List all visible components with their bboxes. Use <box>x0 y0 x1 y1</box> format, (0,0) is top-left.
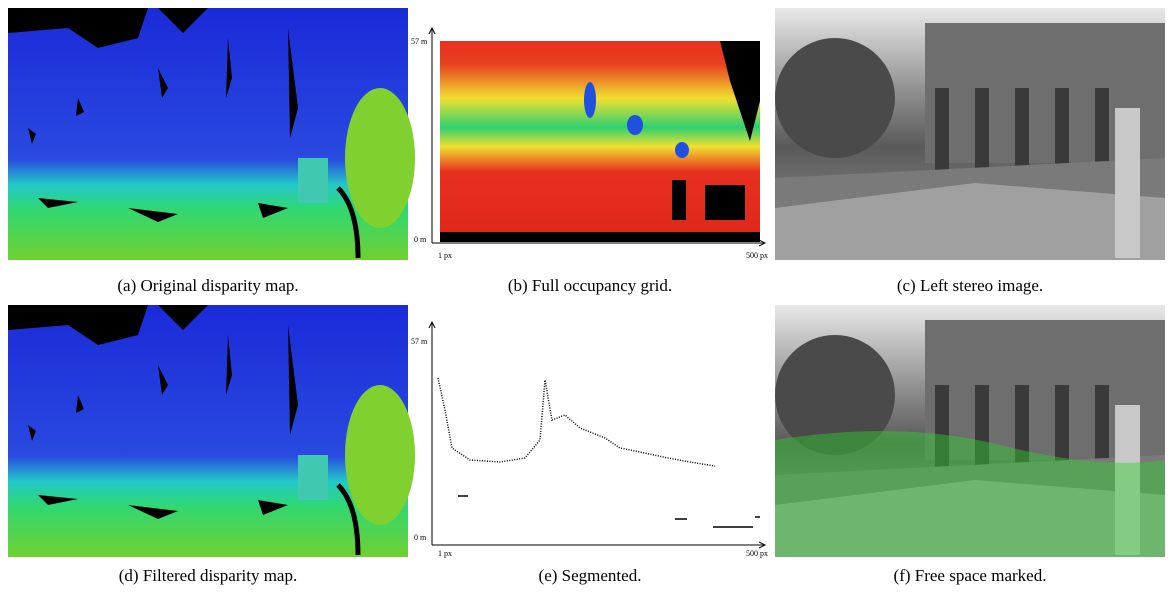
y-bottom-label: 0 m <box>414 235 427 244</box>
panel-b: 57 m 0 m 1 px 500 px (b) Full occupancy … <box>411 26 768 295</box>
segment-line <box>437 377 716 467</box>
blobs <box>584 82 689 158</box>
caption: (f) Free space marked. <box>894 566 1047 585</box>
x-left-label: 1 px <box>438 251 452 260</box>
caption: (e) Segmented. <box>539 566 642 585</box>
x-left-label: 1 px <box>438 549 452 558</box>
panel-a: (a) Original disparity map. <box>8 8 415 295</box>
panel-d: (d) Filtered disparity map. <box>8 305 415 585</box>
caption: (d) Filtered disparity map. <box>119 566 297 585</box>
caption: (a) Original disparity map. <box>117 276 298 295</box>
y-top-label: 57 m <box>411 37 428 46</box>
filtered-disparity-image <box>8 305 415 557</box>
panel-f: (f) Free space marked. <box>775 305 1165 585</box>
panel-c: (c) Left stereo image. <box>775 8 1165 295</box>
caption: (c) Left stereo image. <box>897 276 1043 295</box>
free-space-overlay <box>775 431 1165 557</box>
x-right-label: 500 px <box>746 251 768 260</box>
caption: (b) Full occupancy grid. <box>508 276 672 295</box>
stereo-image <box>775 8 1165 260</box>
disparity-image <box>8 8 415 260</box>
x-right-label: 500 px <box>746 549 768 558</box>
panel-e: 57 m 0 m 1 px 500 px (e) Segmented. <box>411 320 768 585</box>
y-bottom-label: 0 m <box>414 533 427 542</box>
y-top-label: 57 m <box>411 337 428 346</box>
